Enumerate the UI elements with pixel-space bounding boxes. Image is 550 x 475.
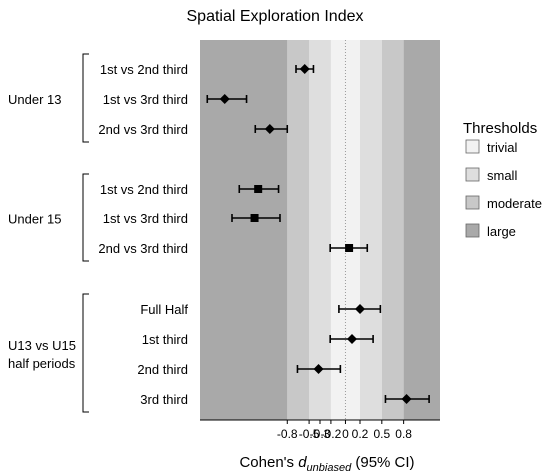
group-bracket-2: [82, 173, 89, 262]
band-moderate-1: [287, 40, 310, 420]
x-axis-title-symbol: d: [298, 454, 307, 471]
x-axis: -0.8 -0.5-0.3-0.2 0 0.2 0.5 0.8: [200, 419, 440, 441]
group-label: U13 vs U15: [8, 338, 76, 353]
legend-swatch-large: [465, 223, 480, 238]
point-estimate-square: [345, 244, 354, 252]
threshold-bands: [200, 40, 440, 420]
band-small-1: [309, 40, 331, 420]
x-tick-label-5: 0: [342, 427, 349, 441]
row-label: 3rd third: [140, 392, 188, 407]
effect-row: 1st third: [142, 332, 374, 347]
group-label: Under 15: [8, 212, 61, 227]
effect-row: 2nd vs 3rd third: [98, 122, 289, 137]
legend-swatch-trivial: [465, 139, 480, 154]
row-label: 1st third: [142, 332, 188, 347]
point-estimate-square: [254, 185, 263, 193]
effect-row: 1st vs 2nd third: [100, 182, 280, 197]
effect-rows: 1st vs 2nd third 1st vs 3rd third 2nd vs 3…: [98, 62, 430, 407]
row-label: 1st vs 2nd third: [100, 62, 188, 77]
row-label: 2nd vs 3rd third: [98, 241, 188, 256]
legend-label-moderate: moderate: [487, 196, 542, 211]
point-estimate-square: [250, 214, 259, 222]
x-axis-title-suffix: (95% CI): [351, 454, 414, 471]
effect-row: 3rd third: [140, 392, 430, 407]
row-label: 2nd third: [137, 362, 188, 377]
effect-row: 1st vs 2nd third: [100, 62, 315, 77]
legend-swatch-small: [465, 167, 480, 182]
effect-row: 2nd vs 3rd third: [98, 241, 369, 256]
point-estimate-diamond: [401, 394, 412, 404]
x-axis-title-subscript: unbiased: [307, 462, 353, 474]
effect-row: 1st vs 3rd third: [103, 211, 281, 226]
x-axis-title: Cohen's dunbiased (95% CI): [239, 454, 414, 474]
band-large-2: [403, 40, 440, 420]
row-label: 1st vs 3rd third: [103, 211, 188, 226]
group-bracket-3: [82, 293, 89, 413]
point-estimate-diamond: [219, 94, 230, 104]
point-estimate-diamond: [347, 334, 357, 344]
group-label: half periods: [8, 356, 76, 371]
point-estimate-diamond: [299, 64, 310, 74]
legend: Thresholds trivial small moderate large: [463, 120, 542, 239]
band-large-1: [200, 40, 288, 420]
row-label: 1st vs 3rd third: [103, 92, 188, 107]
x-tick-label-1: -0.8: [277, 427, 298, 441]
band-moderate-2: [381, 40, 404, 420]
legend-swatch-moderate: [465, 195, 480, 210]
row-label: Full Half: [140, 302, 188, 317]
x-tick-label-3: -0.3: [310, 427, 331, 441]
x-tick-label-4: -0.2: [321, 427, 342, 441]
row-label: 1st vs 2nd third: [100, 182, 188, 197]
point-estimate-diamond: [313, 364, 324, 374]
point-estimate-diamond: [355, 304, 365, 314]
row-label: 2nd vs 3rd third: [98, 122, 188, 137]
x-tick-label-6: 0.2: [352, 427, 369, 441]
legend-label-small: small: [487, 168, 517, 183]
x-axis-title-prefix: Cohen's: [239, 454, 298, 471]
effect-row: Full Half: [140, 302, 382, 317]
x-tick-label-2: -0.5: [299, 427, 320, 441]
legend-label-trivial: trivial: [487, 140, 517, 155]
group-labels: Under 13 Under 15 U13 vs U15 half periods: [8, 53, 89, 413]
group-bracket-1: [82, 53, 89, 143]
x-tick-label-7: 0.5: [373, 427, 390, 441]
group-label: Under 13: [8, 92, 61, 107]
band-small-2: [360, 40, 382, 420]
effect-row: 1st vs 3rd third: [103, 92, 248, 107]
chart-title: Spatial Exploration Index: [187, 8, 364, 25]
legend-title: Thresholds: [463, 120, 537, 137]
legend-label-large: large: [487, 224, 516, 239]
point-estimate-diamond: [264, 124, 275, 134]
effect-row: 2nd third: [137, 362, 342, 377]
x-tick-label-8: 0.8: [395, 427, 412, 441]
